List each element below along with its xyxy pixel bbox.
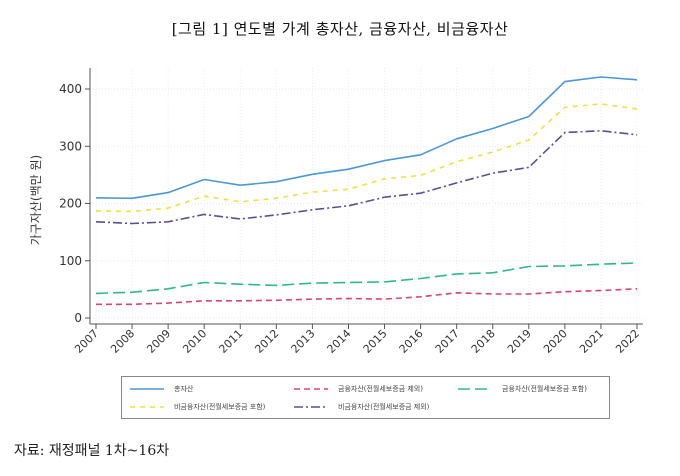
legend-item: 금융자산(전월세보증금 포함) — [458, 383, 587, 395]
legend-swatch — [458, 388, 492, 390]
y-tick-label: 400 — [59, 82, 82, 96]
series-line-1 — [95, 76, 638, 200]
x-tick-label: 2008 — [108, 327, 137, 356]
legend-label: 총자산 — [174, 385, 194, 393]
x-tick-label: 2011 — [216, 327, 245, 356]
series-line-2 — [96, 288, 638, 306]
x-tick-label: 2010 — [180, 327, 209, 356]
legend-item: 금융자산(전월세보증금 제외) — [294, 383, 423, 395]
series-line-3 — [95, 262, 638, 295]
legend-swatch — [294, 406, 328, 408]
legend-item: 비금융자산(전월세보증금 포함) — [130, 401, 265, 413]
y-ticks: 0 100 200 300 400 — [59, 82, 90, 325]
grid-lines — [90, 68, 643, 324]
legend-swatch — [130, 388, 164, 390]
x-tick-label: 2022 — [613, 327, 642, 356]
y-tick-label: 200 — [59, 197, 82, 211]
x-tick-label: 2009 — [144, 327, 173, 356]
axes — [89, 68, 643, 325]
legend-item: 비금융자산(전월세보증금 제외) — [294, 401, 429, 413]
x-tick-label: 2018 — [469, 327, 498, 356]
series-lines — [95, 76, 638, 306]
legend-label: 비금융자산(전월세보증금 제외) — [338, 403, 430, 411]
x-tick-label: 2019 — [505, 327, 534, 356]
x-tick-label: 2013 — [289, 327, 318, 356]
legend-swatch — [130, 406, 164, 408]
legend-swatch — [294, 388, 328, 390]
series-line-5 — [95, 130, 638, 225]
x-tick-label: 2012 — [252, 327, 281, 356]
legend-label: 비금융자산(전월세보증금 포함) — [174, 403, 266, 411]
x-tick-label: 2020 — [541, 327, 570, 356]
figure-title: [그림 1] 연도별 가계 총자산, 금융자산, 비금융자산 — [171, 20, 509, 38]
legend-label: 금융자산(전월세보증금 포함) — [502, 385, 587, 393]
y-tick-label: 0 — [74, 311, 82, 325]
x-tick-label: 2015 — [361, 327, 390, 356]
y-tick-label: 100 — [59, 254, 82, 268]
chart-legend: 총자산 금융자산(전월세보증금 제외) 금융자산(전월세보증금 포함) 비금융자산(전… — [121, 376, 610, 419]
y-axis-label: 가구자산(백만 원) — [29, 155, 43, 245]
x-tick-label: 2016 — [397, 327, 426, 356]
legend-item: 총자산 — [130, 383, 193, 395]
x-ticks: 2007 2008 2009 2010 2011 2012 2013 2014 2015 2016… — [72, 324, 642, 356]
series-line-4 — [95, 103, 638, 213]
source-note: 자료: 재정패널 1차~16차 — [14, 443, 170, 459]
x-tick-label: 2007 — [72, 327, 101, 356]
x-tick-label: 2014 — [325, 327, 354, 356]
y-tick-label: 300 — [59, 139, 82, 153]
legend-label: 금융자산(전월세보증금 제외) — [338, 385, 423, 393]
x-tick-label: 2017 — [433, 327, 462, 356]
x-tick-label: 2021 — [577, 327, 606, 356]
